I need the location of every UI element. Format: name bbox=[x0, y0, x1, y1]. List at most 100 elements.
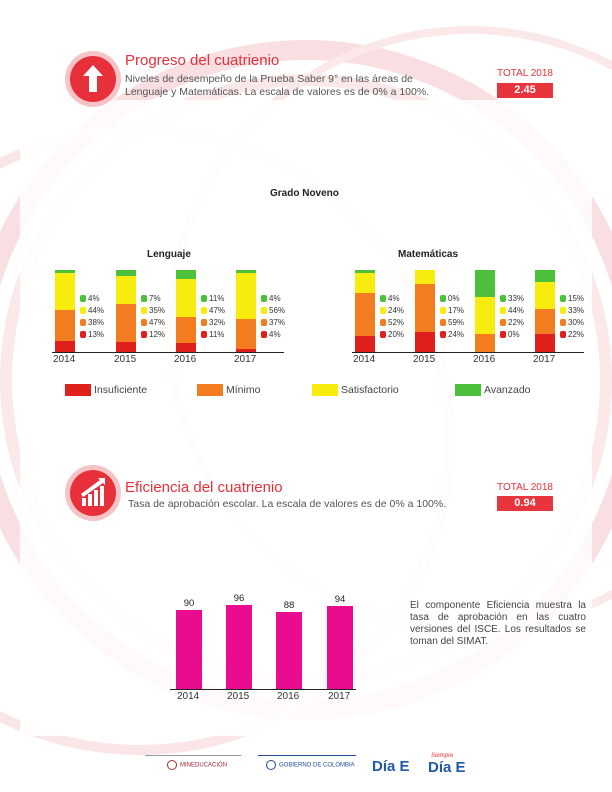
percentage-value: 22% bbox=[568, 330, 585, 339]
category-dot-icon bbox=[380, 295, 386, 302]
percentage-value: 56% bbox=[269, 306, 286, 315]
percentage-label: 20% bbox=[380, 330, 404, 340]
percentage-value: 22% bbox=[508, 318, 525, 327]
progress-total-value: 2.45 bbox=[497, 83, 553, 98]
bar-segment-insuficiente bbox=[55, 341, 75, 352]
siempre-dia-e-logo: Día E bbox=[428, 759, 466, 776]
bar-segment-satisfactorio bbox=[535, 282, 555, 310]
efficiency-growth-icon bbox=[70, 470, 116, 516]
percentage-value: 17% bbox=[448, 306, 465, 315]
percentage-label: 0% bbox=[440, 294, 460, 304]
category-dot-icon bbox=[261, 295, 267, 302]
progress-title: Progreso del cuatrienio bbox=[125, 52, 280, 69]
percentage-label: 4% bbox=[80, 294, 100, 304]
efficiency-total-value: 0.94 bbox=[497, 496, 553, 511]
percentage-label: 35% bbox=[141, 306, 165, 316]
efficiency-data-label: 90 bbox=[183, 597, 195, 609]
percentage-label: 33% bbox=[560, 306, 584, 316]
legend-label-satisfactorio: Satisfactorio bbox=[341, 384, 399, 396]
bar-segment-avanzado bbox=[176, 270, 196, 279]
percentage-label: 30% bbox=[560, 318, 584, 328]
percentage-value: 7% bbox=[149, 294, 161, 303]
efficiency-data-label: 88 bbox=[283, 599, 295, 611]
bar-segment-satisfactorio bbox=[116, 275, 136, 305]
efficiency-bar bbox=[276, 611, 302, 689]
percentage-label: 15% bbox=[560, 294, 584, 304]
bar-segment-satisfactorio bbox=[55, 273, 75, 310]
percentage-label: 24% bbox=[440, 330, 464, 340]
chart-axis bbox=[352, 352, 584, 353]
category-dot-icon bbox=[261, 307, 267, 314]
progress-description: Niveles de desempeño de la Prueba Saber … bbox=[125, 73, 430, 98]
bar-segment-avanzado bbox=[475, 270, 495, 298]
percentage-value: 52% bbox=[388, 318, 405, 327]
percentage-value: 20% bbox=[388, 330, 405, 339]
category-dot-icon bbox=[560, 331, 566, 338]
percentage-value: 4% bbox=[269, 330, 281, 339]
category-dot-icon bbox=[141, 331, 147, 338]
category-dot-icon bbox=[440, 295, 446, 302]
year-label: 2014 bbox=[353, 354, 376, 365]
bar-segment-mínimo bbox=[55, 309, 75, 342]
legend-swatch-satisfactorio bbox=[312, 384, 338, 396]
category-dot-icon bbox=[201, 307, 207, 314]
matematicas-chart-title: Matemáticas bbox=[398, 249, 459, 260]
percentage-label: 4% bbox=[380, 294, 400, 304]
bar-segment-insuficiente bbox=[176, 343, 196, 352]
percentage-label: 32% bbox=[201, 318, 225, 328]
percentage-value: 47% bbox=[149, 318, 166, 327]
legend-swatch-minimo bbox=[197, 384, 223, 396]
lenguaje-chart-title: Lenguaje bbox=[147, 249, 191, 260]
dia-e-logo: Día E bbox=[372, 758, 410, 775]
percentage-label: 22% bbox=[500, 318, 524, 328]
percentage-label: 4% bbox=[261, 294, 281, 304]
percentage-value: 0% bbox=[448, 294, 460, 303]
category-dot-icon bbox=[201, 295, 207, 302]
efficiency-bar bbox=[226, 604, 252, 689]
bar-segment-satisfactorio bbox=[475, 297, 495, 334]
bar-segment-mínimo bbox=[236, 318, 256, 349]
percentage-value: 32% bbox=[209, 318, 226, 327]
category-dot-icon bbox=[80, 307, 86, 314]
category-dot-icon bbox=[440, 319, 446, 326]
gobierno-logo: GOBIERNO DE COLOMBIA bbox=[258, 755, 356, 770]
percentage-label: 44% bbox=[500, 306, 524, 316]
percentage-value: 24% bbox=[448, 330, 465, 339]
category-dot-icon bbox=[380, 331, 386, 338]
year-label: 2015 bbox=[413, 354, 436, 365]
category-dot-icon bbox=[560, 319, 566, 326]
percentage-label: 38% bbox=[80, 318, 104, 328]
category-dot-icon bbox=[380, 319, 386, 326]
percentage-label: 59% bbox=[440, 318, 464, 328]
year-label: 2015 bbox=[227, 691, 250, 702]
year-label: 2016 bbox=[277, 691, 300, 702]
bar-segment-satisfactorio bbox=[415, 270, 435, 284]
percentage-value: 11% bbox=[209, 294, 225, 303]
percentage-value: 47% bbox=[209, 306, 226, 315]
bar-segment-insuficiente bbox=[236, 348, 256, 352]
year-label: 2014 bbox=[177, 691, 200, 702]
bar-segment-mínimo bbox=[116, 304, 136, 343]
year-label: 2016 bbox=[473, 354, 496, 365]
percentage-value: 30% bbox=[568, 318, 585, 327]
percentage-value: 33% bbox=[508, 294, 525, 303]
percentage-label: 11% bbox=[201, 294, 224, 304]
chart-axis bbox=[52, 352, 284, 353]
mineducacion-logo: MINEDUCACIÓN bbox=[145, 755, 241, 770]
efficiency-title: Eficiencia del cuatrienio bbox=[125, 479, 283, 496]
percentage-label: 13% bbox=[80, 330, 104, 340]
category-dot-icon bbox=[141, 319, 147, 326]
category-dot-icon bbox=[261, 319, 267, 326]
category-dot-icon bbox=[440, 331, 446, 338]
percentage-value: 24% bbox=[388, 306, 405, 315]
year-label: 2016 bbox=[174, 354, 197, 365]
percentage-value: 33% bbox=[568, 306, 585, 315]
percentage-value: 59% bbox=[448, 318, 465, 327]
efficiency-description: Tasa de aprobación escolar. La escala de… bbox=[128, 498, 447, 510]
bar-segment-mínimo bbox=[355, 292, 375, 336]
category-dot-icon bbox=[80, 319, 86, 326]
category-dot-icon bbox=[201, 331, 207, 338]
category-dot-icon bbox=[261, 331, 267, 338]
category-dot-icon bbox=[141, 295, 147, 302]
